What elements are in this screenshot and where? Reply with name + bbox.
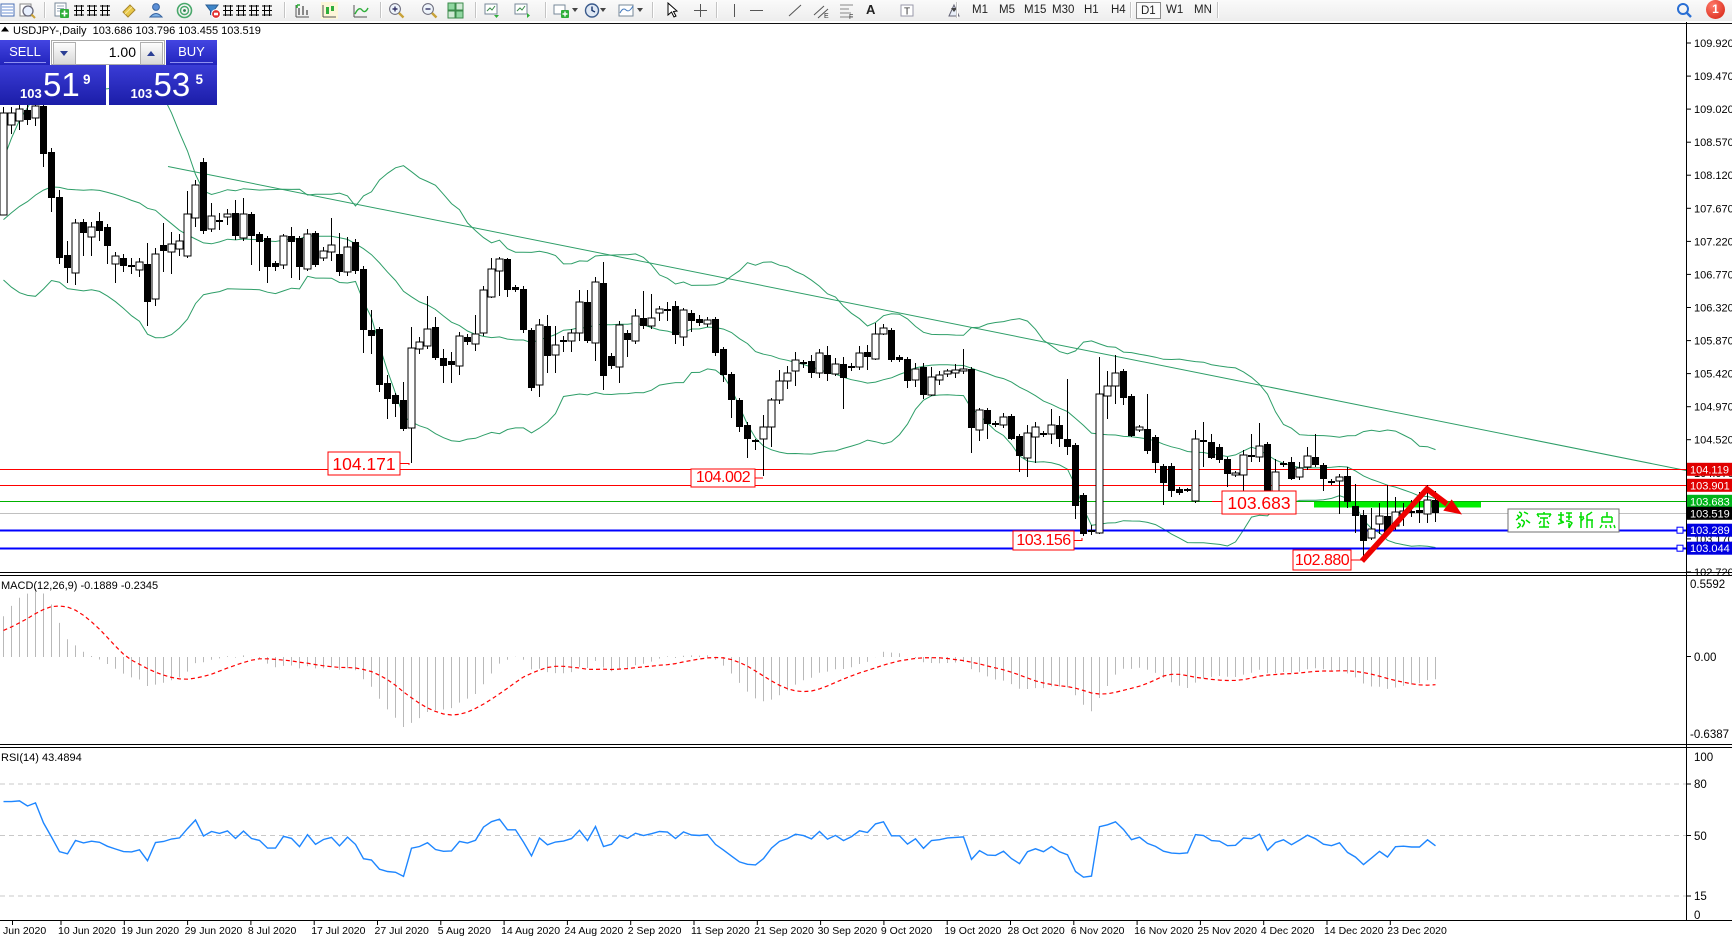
svg-text:102.720: 102.720 xyxy=(1694,567,1732,579)
svg-text:104.520: 104.520 xyxy=(1694,435,1732,447)
svg-text:0: 0 xyxy=(1694,910,1700,922)
svg-text:104.119: 104.119 xyxy=(1690,464,1729,476)
svg-text:29 Jun 2020: 29 Jun 2020 xyxy=(185,925,243,937)
svg-text:0.5592: 0.5592 xyxy=(1690,579,1725,591)
svg-text:F: F xyxy=(849,14,853,19)
svg-text:8 Jul 2020: 8 Jul 2020 xyxy=(248,925,297,937)
svg-text:14 Aug 2020: 14 Aug 2020 xyxy=(501,925,560,937)
svg-text:108.120: 108.120 xyxy=(1694,170,1732,182)
svg-text:MACD(12,26,9) -0.1889 -0.2345: MACD(12,26,9) -0.1889 -0.2345 xyxy=(1,580,158,592)
svg-text:104.002: 104.002 xyxy=(696,469,751,486)
svg-text:106.320: 106.320 xyxy=(1694,303,1732,315)
svg-text:23 Dec 2020: 23 Dec 2020 xyxy=(1387,925,1447,937)
svg-text:106.770: 106.770 xyxy=(1694,269,1732,281)
svg-text:103.044: 103.044 xyxy=(1690,543,1730,555)
svg-text:103.289: 103.289 xyxy=(1690,525,1730,537)
svg-text:10 Jun 2020: 10 Jun 2020 xyxy=(58,925,116,937)
svg-text:16 Nov 2020: 16 Nov 2020 xyxy=(1134,925,1194,937)
svg-text:11 Sep 2020: 11 Sep 2020 xyxy=(691,925,750,937)
svg-text:USDJPY-,Daily 103.686 103.796: USDJPY-,Daily 103.686 103.796 103.455 10… xyxy=(13,25,261,37)
svg-text:Jun 2020: Jun 2020 xyxy=(3,925,46,937)
svg-text:109.920: 109.920 xyxy=(1694,38,1732,50)
svg-text:103.156: 103.156 xyxy=(1016,532,1071,549)
svg-text:15: 15 xyxy=(1694,891,1707,903)
svg-text:108.570: 108.570 xyxy=(1694,137,1732,149)
svg-text:25 Nov 2020: 25 Nov 2020 xyxy=(1197,925,1257,937)
svg-text:T: T xyxy=(904,7,910,18)
svg-text:80: 80 xyxy=(1694,779,1707,791)
svg-text:102.880: 102.880 xyxy=(1295,552,1350,569)
svg-text:50: 50 xyxy=(1694,831,1707,843)
svg-text:28 Oct 2020: 28 Oct 2020 xyxy=(1008,925,1065,937)
svg-text:109.470: 109.470 xyxy=(1694,71,1732,83)
svg-text:17 Jul 2020: 17 Jul 2020 xyxy=(311,925,365,937)
svg-text:19 Jun 2020: 19 Jun 2020 xyxy=(121,925,179,937)
svg-text:103.519: 103.519 xyxy=(1690,508,1730,520)
svg-text:14 Dec 2020: 14 Dec 2020 xyxy=(1324,925,1384,937)
svg-text:6 Nov 2020: 6 Nov 2020 xyxy=(1071,925,1125,937)
svg-text:105.420: 105.420 xyxy=(1694,369,1732,381)
svg-text:104.171: 104.171 xyxy=(332,454,395,474)
svg-text:21 Sep 2020: 21 Sep 2020 xyxy=(754,925,814,937)
svg-text:5 Aug 2020: 5 Aug 2020 xyxy=(438,925,491,937)
svg-text:RSI(14) 43.4894: RSI(14) 43.4894 xyxy=(1,752,82,764)
svg-text:E: E xyxy=(824,13,829,19)
svg-text:4 Dec 2020: 4 Dec 2020 xyxy=(1261,925,1315,937)
svg-text:0.00: 0.00 xyxy=(1694,652,1716,664)
svg-text:24 Aug 2020: 24 Aug 2020 xyxy=(564,925,623,937)
svg-text:107.220: 107.220 xyxy=(1694,236,1732,248)
svg-text:100: 100 xyxy=(1694,752,1713,764)
svg-text:2 Sep 2020: 2 Sep 2020 xyxy=(628,925,682,937)
svg-text:103.683: 103.683 xyxy=(1227,493,1290,513)
svg-text:103.683: 103.683 xyxy=(1690,496,1730,508)
svg-text:30 Sep 2020: 30 Sep 2020 xyxy=(818,925,878,937)
svg-text:109.020: 109.020 xyxy=(1694,104,1732,116)
svg-text:19 Oct 2020: 19 Oct 2020 xyxy=(944,925,1001,937)
svg-text:107.670: 107.670 xyxy=(1694,203,1732,215)
svg-text:9 Oct 2020: 9 Oct 2020 xyxy=(881,925,933,937)
svg-text:-0.6387: -0.6387 xyxy=(1690,729,1729,741)
svg-text:105.870: 105.870 xyxy=(1694,336,1732,348)
svg-text:104.970: 104.970 xyxy=(1694,402,1732,414)
svg-text:103.901: 103.901 xyxy=(1690,480,1730,492)
svg-text:27 Jul 2020: 27 Jul 2020 xyxy=(375,925,429,937)
